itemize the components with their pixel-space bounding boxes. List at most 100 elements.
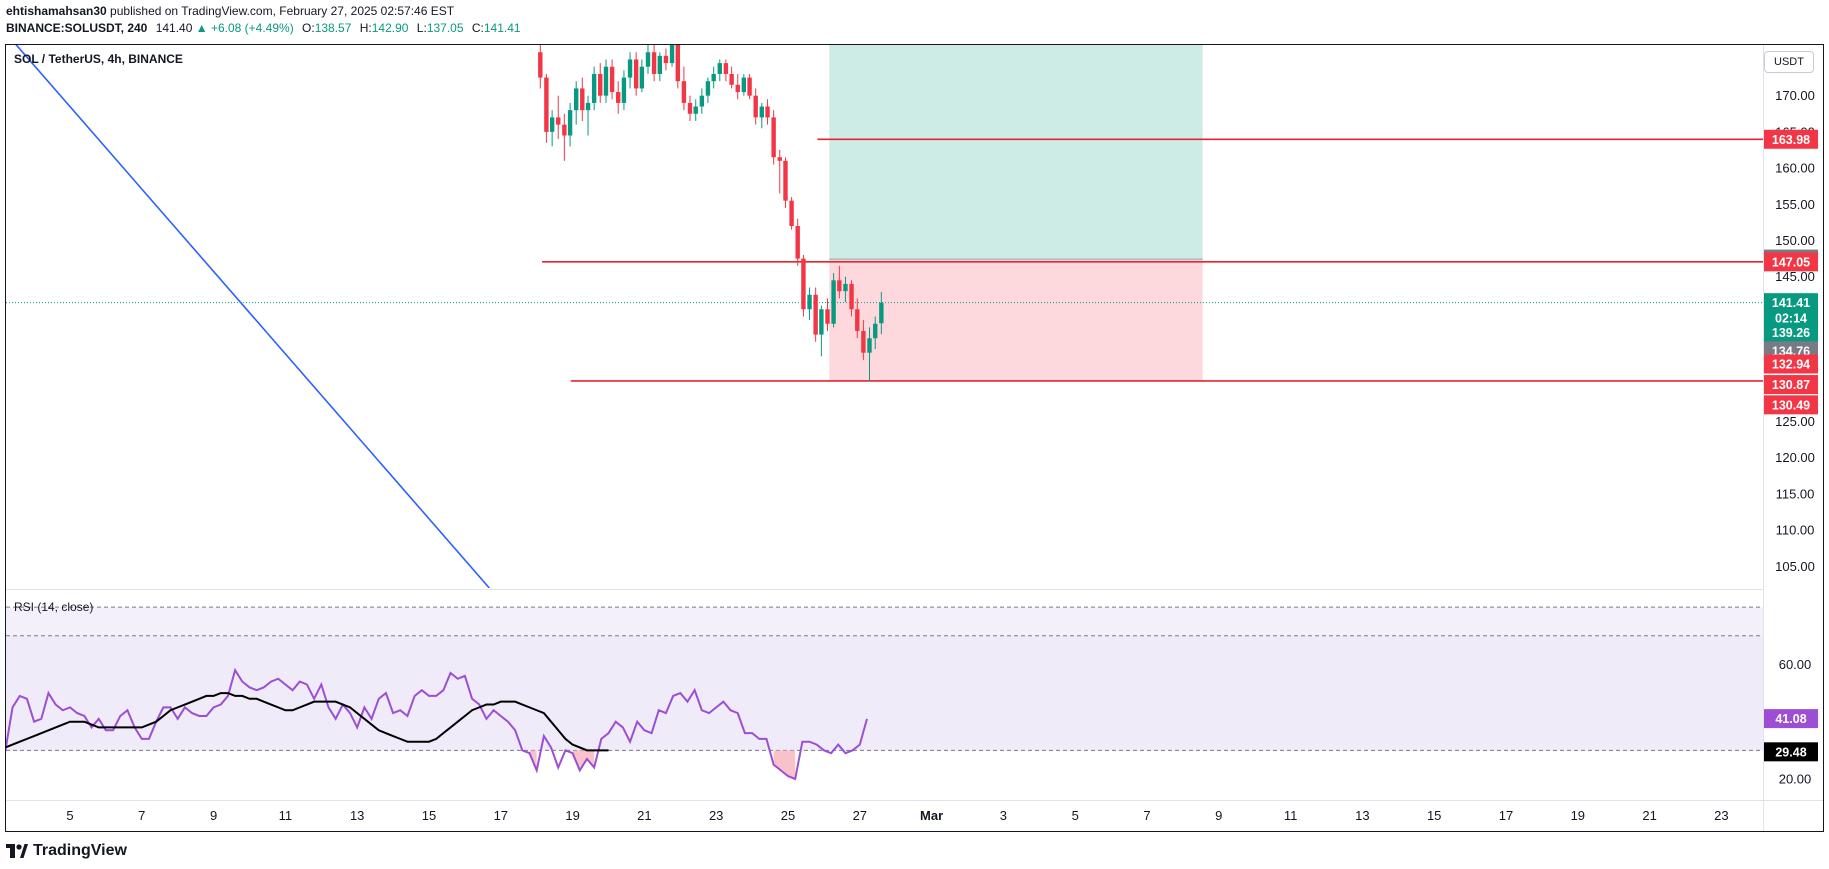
candle: [645, 52, 651, 67]
candle: [598, 73, 603, 96]
author-name[interactable]: ehtishamahsan30: [6, 4, 107, 18]
time-tick-label: 23: [709, 808, 723, 823]
ohlc-legend: BINANCE:SOLUSDT, 240 141.40 ▲ +6.08 (+4.…: [6, 21, 521, 36]
candle: [567, 110, 573, 136]
candle: [795, 226, 800, 259]
main-pane: [6, 45, 1763, 588]
price-axis-border: [1763, 45, 1764, 831]
candle: [723, 63, 729, 74]
candle: [615, 92, 621, 103]
open-label: O:: [302, 21, 315, 35]
high-value: 142.90: [371, 21, 409, 35]
candle: [819, 309, 824, 335]
open-value: 138.57: [314, 21, 352, 35]
price-tag: [1764, 395, 1818, 415]
candle: [855, 309, 860, 331]
candle: [699, 95, 705, 107]
candle: [879, 302, 884, 324]
time-tick-label: 5: [1072, 808, 1079, 823]
candle: [651, 52, 657, 74]
price-tag-label: 141.41: [1772, 296, 1810, 310]
time-tick-label: 19: [565, 808, 579, 823]
rsi-value-tag: [1764, 709, 1818, 729]
main-legend[interactable]: SOL / TetherUS, 4h, BINANCE: [14, 52, 183, 66]
candle: [801, 258, 806, 310]
time-axis-border: [6, 800, 1823, 801]
price-tick-label: 145.00: [1775, 269, 1815, 284]
candle: [693, 106, 698, 114]
price-tag-label: 139.26: [1772, 326, 1810, 340]
candle: [777, 157, 782, 161]
candle: [585, 102, 591, 111]
currency-button[interactable]: USDT: [1764, 51, 1814, 73]
time-tick-label: 3: [1000, 808, 1007, 823]
last-price: 141.40: [155, 21, 193, 35]
time-tick-label: 15: [1427, 808, 1441, 823]
pane-separator[interactable]: [6, 589, 1763, 590]
rsi-oversold-fill: [773, 750, 796, 779]
candle: [627, 59, 633, 78]
candle: [831, 280, 836, 324]
candle: [603, 66, 609, 96]
time-tick-label: 17: [1499, 808, 1513, 823]
close-value: 141.41: [483, 21, 521, 35]
brand-name: TradingView: [33, 842, 127, 859]
time-tick-label: 9: [1215, 808, 1222, 823]
time-tick-label: 7: [1143, 808, 1150, 823]
candle: [813, 294, 818, 335]
candle: [663, 55, 669, 64]
time-tick-label: 21: [1642, 808, 1656, 823]
candle: [807, 294, 812, 310]
price-tag: [1764, 354, 1818, 374]
price-tag: [1764, 322, 1818, 342]
time-tick-label: 19: [1571, 808, 1585, 823]
price-tick-label: 110.00: [1776, 523, 1815, 538]
price-tag-label: 130.87: [1772, 378, 1810, 392]
chart-frame: [5, 44, 1824, 832]
price-tag: [1764, 308, 1818, 328]
rsi-band: [6, 635, 1763, 751]
rsi-tick-label: 20.00: [1779, 771, 1812, 786]
time-tick-label: 13: [350, 808, 364, 823]
high-label: H:: [359, 21, 372, 35]
time-tick-label: 13: [1355, 808, 1369, 823]
candle: [735, 84, 740, 93]
price-tick-label: 125.00: [1775, 414, 1815, 429]
tradingview-logo[interactable]: TradingView: [6, 842, 127, 860]
rsi-pane: [6, 606, 1763, 781]
price-tick-label: 105.00: [1775, 559, 1815, 574]
time-tick-label: 11: [279, 808, 293, 823]
publisher-line: ehtishamahsan30 published on TradingView…: [6, 4, 454, 19]
candle: [759, 106, 764, 118]
rsi-value-tag-label: 29.48: [1775, 745, 1806, 759]
axis-tags: 163.98147.43147.05141.4102:14139.26134.7…: [1764, 129, 1818, 762]
candle: [783, 160, 788, 201]
candle: [729, 73, 734, 85]
candle: [849, 283, 854, 310]
candle: [639, 66, 645, 89]
candle: [591, 73, 597, 103]
candle: [861, 330, 866, 353]
candle: [867, 338, 872, 353]
candle: [580, 88, 585, 111]
candle: [825, 309, 830, 324]
candle: [789, 200, 794, 226]
candle: [657, 55, 663, 74]
time-tick-label: 25: [781, 808, 795, 823]
target-zone: [829, 45, 1203, 260]
rsi-value-tag-label: 41.08: [1775, 712, 1806, 726]
price-tick-label: 120.00: [1775, 450, 1815, 465]
rsi-tick-label: 60.00: [1779, 657, 1812, 672]
close-label: C:: [471, 21, 484, 35]
rsi-legend[interactable]: RSI (14, close): [14, 600, 94, 614]
time-tick-label: 5: [66, 808, 73, 823]
rsi-ma-line: [6, 692, 609, 752]
candle: [687, 102, 693, 114]
rsi-value-tag: [1764, 742, 1818, 762]
price-tag-label: 132.94: [1772, 357, 1810, 371]
candle: [771, 117, 776, 158]
candle: [573, 88, 579, 111]
price-tick-label: 160.00: [1775, 161, 1815, 176]
time-tick-label: 9: [210, 808, 217, 823]
